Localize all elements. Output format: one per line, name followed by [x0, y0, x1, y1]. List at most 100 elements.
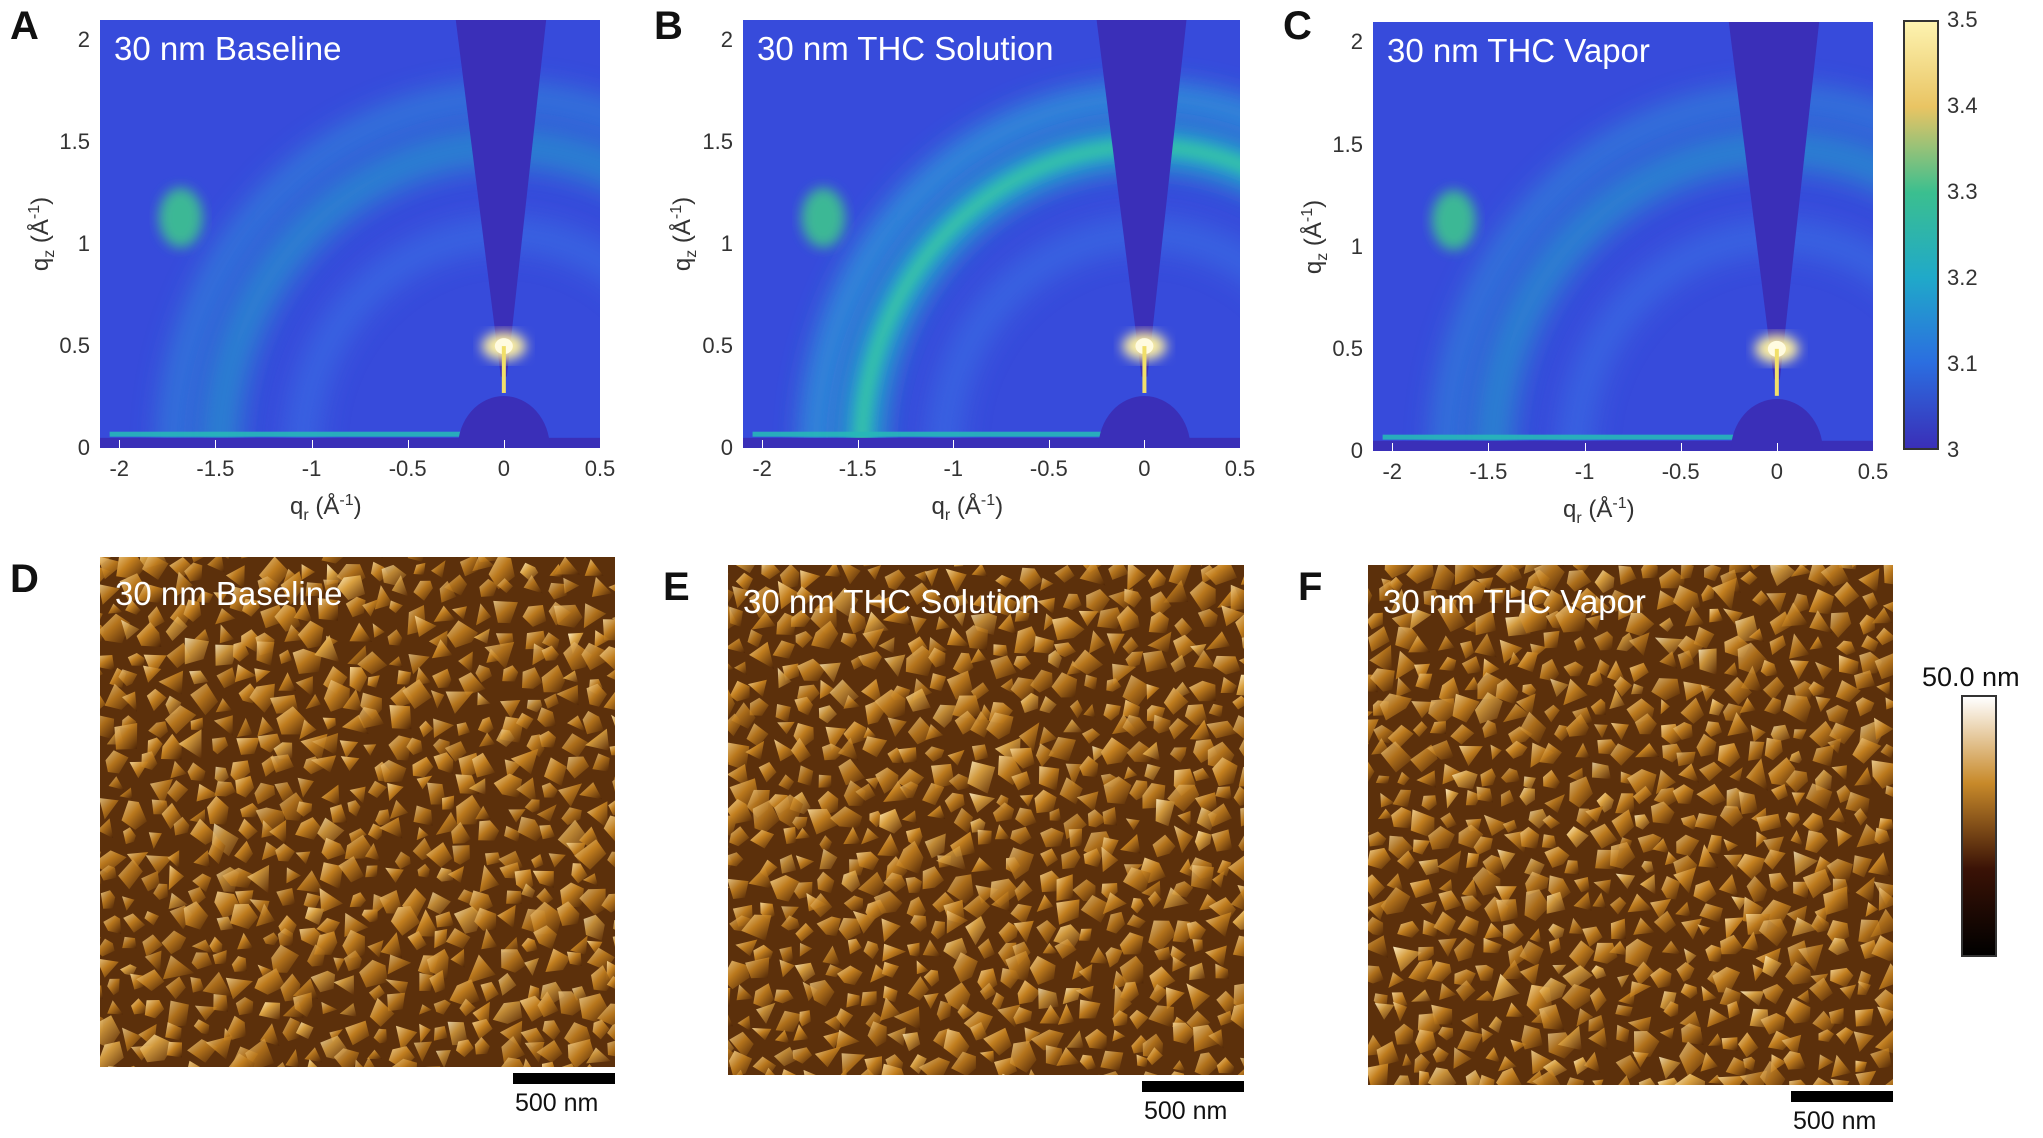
diffraction-spot [801, 187, 846, 248]
ylabel-exp: -1 [26, 204, 43, 220]
xlabel-close: ) [353, 493, 362, 520]
missing-wedge [455, 20, 547, 377]
panel-b-giwaxs-map [743, 20, 1240, 448]
giwaxs-colorbar-tick: 3 [1947, 437, 1960, 462]
x-tick-label: 0.5 [584, 456, 616, 481]
x-tick-label: -1 [943, 456, 964, 481]
x-tick-mark [953, 440, 955, 448]
y-tick-label: 1.5 [702, 129, 733, 155]
xlabel-exp: -1 [980, 492, 996, 509]
xlabel-base: q [290, 493, 304, 520]
x-tick-label: -0.5 [1661, 459, 1700, 484]
x-tick-mark [503, 440, 505, 448]
giwaxs-colorbar [1903, 20, 1939, 450]
y-tick-label: 0.5 [702, 333, 733, 359]
panel-a-ylabel: qz (Å-1) [17, 164, 58, 304]
ylabel-exp: -1 [668, 204, 685, 220]
x-tick-mark [311, 440, 313, 448]
panel-e-scale-label: 500 nm [1144, 1097, 1228, 1125]
y-tick-label: 0 [720, 435, 733, 460]
panel-c-ylabel: qz (Å-1) [1290, 167, 1331, 307]
ylabel-base: q [669, 257, 696, 272]
y-tick-label: 1 [77, 231, 90, 257]
x-tick-label: -2 [1382, 459, 1402, 484]
xlabel-unit: (Å [308, 493, 340, 520]
x-tick-mark [1392, 443, 1394, 451]
y-tick-label: 0.5 [1332, 335, 1363, 361]
specular-rod [1142, 346, 1147, 393]
xlabel-close: ) [995, 493, 1004, 520]
panel-f-title: 30 nm THC Vapor [1383, 583, 1646, 620]
x-tick-label: -1.5 [838, 456, 877, 481]
x-tick-mark [1144, 440, 1146, 448]
beamstop-dome [1730, 399, 1823, 451]
y-tick-label: 0 [77, 435, 90, 460]
panel-d-scale-label: 500 nm [515, 1089, 599, 1117]
y-tick-label: 2 [720, 27, 733, 53]
y-tick-label: 1.5 [1332, 131, 1363, 157]
diffraction-spot [158, 187, 203, 248]
ylabel-base: q [27, 257, 54, 272]
ylabel-unit: (Å [27, 219, 54, 250]
panel-d-letter: D [10, 557, 39, 601]
y-tick-label: 2 [77, 27, 90, 53]
ylabel-sub: z [682, 249, 700, 258]
xlabel-sub: r [1576, 509, 1582, 527]
panel-a-letter: A [10, 4, 39, 48]
ylabel-sub: z [40, 249, 58, 258]
x-tick-label: -0.5 [388, 456, 427, 481]
giwaxs-colorbar-tick: 3.2 [1947, 265, 1978, 290]
panel-d-scale-bar [513, 1073, 615, 1084]
horizon-line [109, 431, 466, 437]
panel-f-letter: F [1298, 565, 1323, 609]
panel-a-title: 30 nm Baseline [114, 30, 342, 67]
xlabel-unit: (Å [950, 493, 981, 520]
x-tick-mark [119, 440, 121, 448]
x-tick-mark [1240, 440, 1241, 448]
y-tick-label: 1 [720, 231, 733, 257]
ylabel-exp: -1 [1299, 207, 1316, 222]
panel-d-afm-image [100, 557, 615, 1067]
specular-rod [1774, 348, 1779, 396]
xlabel-exp: -1 [1612, 495, 1627, 512]
x-tick-mark [600, 440, 601, 448]
y-tick-label: 0.5 [59, 333, 90, 359]
x-tick-label: 0.5 [1224, 456, 1256, 481]
giwaxs-colorbar-tick: 3.1 [1947, 351, 1978, 376]
x-tick-mark [1873, 443, 1874, 451]
panel-f-afm-image [1368, 565, 1893, 1085]
panel-b-title: 30 nm THC Solution [757, 30, 1054, 67]
giwaxs-colorbar-tick: 3.4 [1947, 93, 1978, 118]
panel-c-letter: C [1283, 4, 1312, 48]
x-tick-label: 0 [497, 456, 510, 481]
missing-wedge [1728, 22, 1820, 380]
panel-f-scale-label: 500 nm [1793, 1107, 1877, 1135]
x-tick-label: -2 [109, 456, 129, 481]
panel-b-ylabel: qz (Å-1) [659, 164, 700, 304]
x-tick-label: -2 [752, 456, 772, 481]
below-horizon [743, 437, 1240, 448]
x-tick-mark [1776, 443, 1778, 451]
ylabel-close: ) [669, 196, 696, 205]
x-tick-label: -1.5 [1469, 459, 1508, 484]
xlabel-exp: -1 [339, 492, 354, 509]
ylabel-base: q [1300, 260, 1327, 274]
panel-b-letter: B [654, 4, 683, 48]
xlabel-sub: r [944, 506, 951, 524]
y-tick-label: 1 [1350, 233, 1363, 259]
x-tick-mark [762, 440, 764, 448]
ylabel-close: ) [27, 196, 54, 205]
panel-c-xlabel: qr (Å-1) [1563, 495, 1635, 528]
ylabel-unit: (Å [669, 219, 696, 250]
xlabel-base: q [1563, 496, 1577, 523]
horizon-line [1382, 434, 1739, 440]
x-tick-label: 0 [1138, 456, 1151, 481]
beamstop-dome [1098, 396, 1191, 448]
x-tick-label: 0 [1770, 459, 1783, 484]
panel-a-giwaxs-map [100, 20, 600, 448]
xlabel-base: q [931, 493, 945, 520]
y-tick-label: 0 [1350, 438, 1363, 463]
giwaxs-colorbar-tick: 3.5 [1947, 7, 1978, 32]
x-tick-label: -0.5 [1029, 456, 1068, 481]
xlabel-close: ) [1626, 496, 1635, 523]
